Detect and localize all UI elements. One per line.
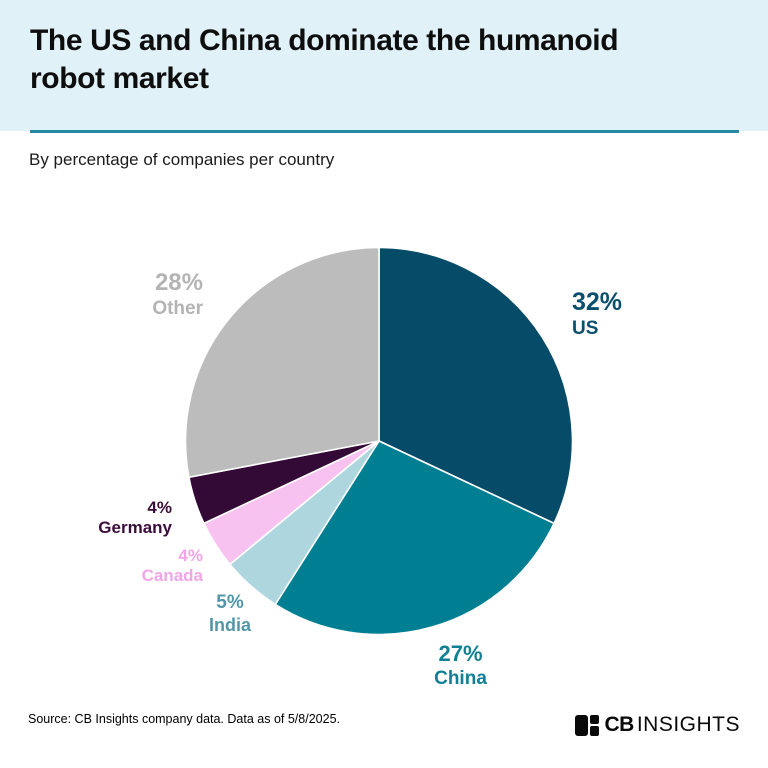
pie-chart [184,246,574,636]
logo-text-insights: INSIGHTS [636,713,740,736]
pie-label-canada: 4% Canada [88,546,203,586]
pie-label-canada-pct: 4% [178,546,203,565]
pie-label-us: 32% US [572,287,622,341]
pie-label-us-pct: 32% [572,288,623,316]
pie-label-germany-country: Germany [98,518,172,537]
pie-label-china: 27% China [408,641,513,690]
chart-subtitle: By percentage of companies per country [29,150,335,169]
cb-insights-logo: CB INSIGHTS [575,712,740,738]
page-title-line-2: robot market [30,62,209,95]
pie-slice-china [274,440,555,636]
page-title: The US and China dominate the humanoid r… [30,22,740,98]
pie-label-china-country: China [434,668,487,689]
pie-label-canada-country: Canada [141,566,203,585]
pie-slice-other [184,246,380,479]
pie-label-germany-pct: 4% [147,498,172,517]
accent-divider [30,130,739,133]
pie-label-india-pct: 5% [216,592,244,613]
pie-label-other-country: Other [152,298,203,319]
pie-label-other: 28% Other [98,268,203,321]
pie-label-china-pct: 27% [438,641,483,666]
pie-label-other-pct: 28% [154,269,203,296]
page-title-line-1: The US and China dominate the humanoid [30,24,619,57]
pie-label-india: 5% India [190,592,270,636]
cb-insights-logo-icon [575,714,600,736]
pie-slice-us [378,246,574,525]
pie-label-india-country: India [208,615,251,635]
header-band: The US and China dominate the humanoid r… [0,0,768,131]
logo-text-cb: CB [604,713,634,736]
pie-label-us-country: US [572,318,599,339]
pie-label-germany: 4% Germany [55,498,172,538]
source-note: Source: CB Insights company data. Data a… [28,712,340,726]
